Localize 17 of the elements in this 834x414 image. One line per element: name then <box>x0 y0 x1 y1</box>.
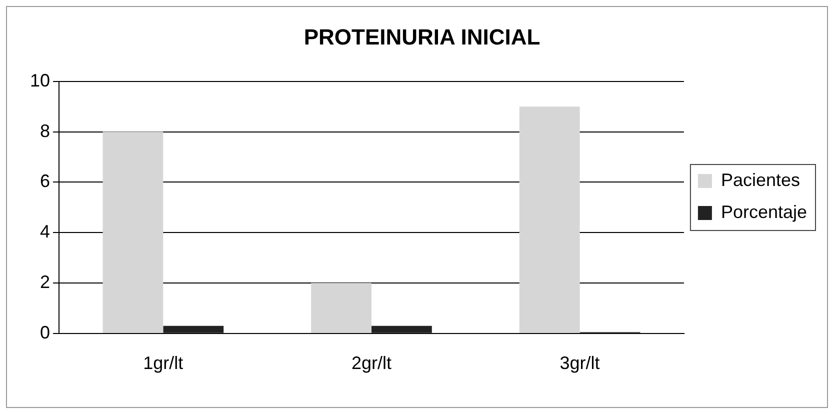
y-tick-label: 10 <box>30 70 50 90</box>
bar <box>311 283 372 333</box>
bar <box>163 326 224 333</box>
chart-title: PROTEINURIA INICIAL <box>304 24 540 50</box>
y-tick-label: 2 <box>40 272 50 292</box>
x-tick-label: 2gr/lt <box>351 353 392 374</box>
bar <box>102 132 164 333</box>
y-tick-label: 6 <box>40 171 50 192</box>
y-tick-label: 4 <box>40 222 50 242</box>
legend-label: Pacientes <box>720 170 800 190</box>
x-tick-label: 3gr/lt <box>560 353 600 374</box>
y-tick-label: 8 <box>40 120 50 141</box>
x-tick-label: 1gr/lt <box>143 353 184 374</box>
y-tick-label: 0 <box>40 322 50 342</box>
bar <box>519 106 580 333</box>
legend-label: Porcentaje <box>720 202 808 222</box>
bar <box>371 326 432 333</box>
